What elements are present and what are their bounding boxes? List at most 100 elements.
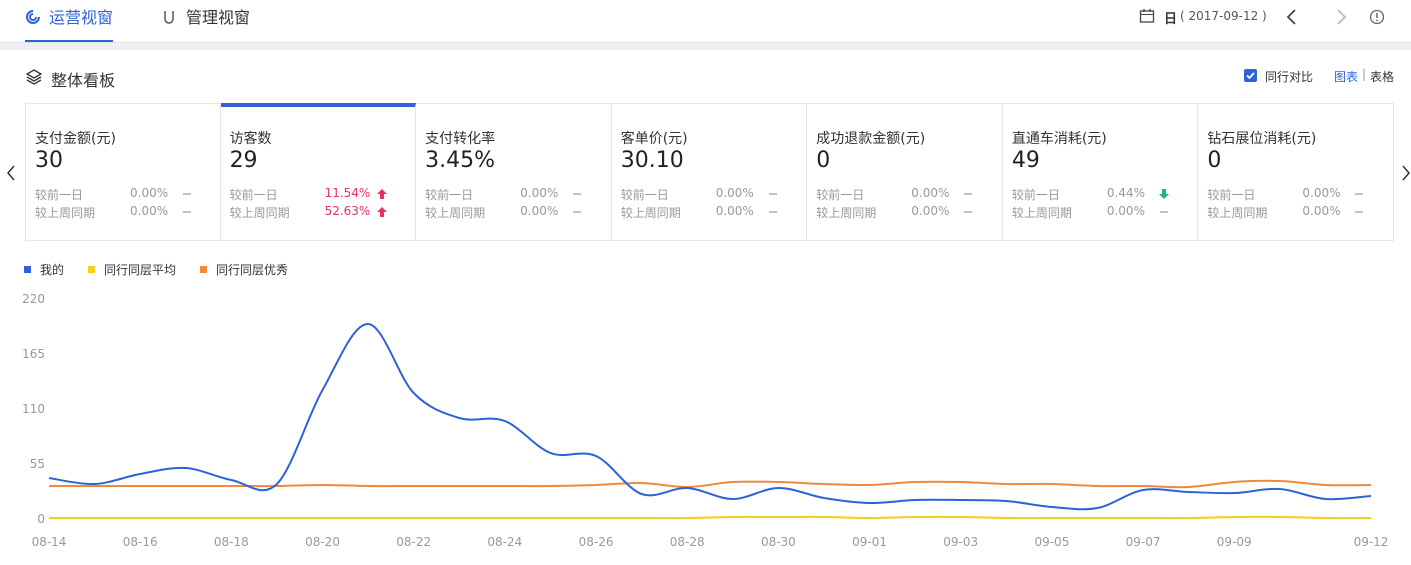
kpi-card: 客单价(元) 30.10 较前一日 0.00% 较上周同期 0.00% [611, 103, 808, 241]
card-value: 30.10 [620, 148, 684, 173]
x-tick-label: 08-20 [305, 535, 340, 549]
compare-checkbox[interactable] [1244, 69, 1257, 82]
compare-label: 较上周同期 [229, 206, 290, 220]
compare-pct: 0.00% [520, 186, 559, 200]
compare-label: 较前一日 [229, 188, 278, 202]
kpi-card: 成功退款金额(元) 0 较前一日 0.00% 较上周同期 0.00% [807, 103, 1003, 241]
prev-day[interactable] [1284, 8, 1300, 26]
y-tick-label: 0 [37, 512, 45, 526]
compare-label: 较前一日 [620, 188, 669, 202]
kpi-card: 支付金额(元) 30 较前一日 0.00% 较上周同期 0.00% [25, 103, 221, 241]
x-tick-label: 09-09 [1217, 535, 1252, 549]
cards-next[interactable] [1400, 163, 1411, 183]
date-value: ( 2017-09-12 ) [1180, 9, 1267, 23]
compare-pct: 0.44% [1106, 186, 1145, 200]
x-tick-label: 08-22 [396, 535, 431, 549]
tab-icon [164, 11, 174, 24]
compare-row: 较前一日 0.00% [1207, 186, 1377, 204]
view-toggle[interactable]: 图表 [1334, 70, 1359, 84]
compare-row: 较前一日 0.00% [816, 186, 986, 204]
compare-pct: 0.00% [1302, 186, 1341, 200]
layers-icon [25, 69, 43, 85]
x-tick-label: 09-07 [1126, 535, 1161, 549]
compare-row: 较上周同期 0.00% [1207, 204, 1377, 222]
card-value: 0 [1207, 148, 1222, 173]
legend-label: 我的 [40, 262, 64, 277]
compare-row: 较上周同期 0.00% [816, 204, 986, 222]
compare-pct: 0.00% [1106, 204, 1145, 218]
compare-label: 较前一日 [425, 188, 474, 202]
compare-label: 较前一日 [816, 188, 865, 202]
tab[interactable]: 管理视窗 [162, 0, 262, 42]
y-tick-label: 165 [22, 347, 45, 361]
compare-label: 较上周同期 [425, 206, 486, 220]
x-tick-label: 08-26 [579, 535, 614, 549]
x-tick-label: 08-30 [761, 535, 796, 549]
date-unit: 日 [1164, 12, 1178, 27]
separator: | [1362, 67, 1367, 81]
compare-row: 较前一日 0.44% [1012, 186, 1182, 204]
series-line [49, 515, 1372, 520]
compare-row: 较上周同期 52.63% [230, 204, 400, 222]
compare-label: 较前一日 [1011, 188, 1060, 202]
compare-label: 较上周同期 [35, 206, 96, 220]
tab[interactable]: 运营视窗 [25, 0, 113, 42]
y-tick-label: 220 [22, 292, 45, 306]
kpi-card: 直通车消耗(元) 49 较前一日 0.44% 较上周同期 0.00% [1002, 103, 1199, 241]
compare-pct: 0.00% [911, 204, 950, 218]
compare-row: 较前一日 0.00% [621, 186, 791, 204]
y-tick-label: 55 [30, 457, 45, 471]
x-tick-label: 08-24 [487, 535, 522, 549]
compare-label: 较上周同期 [1011, 206, 1072, 220]
card-title: 钻石展位消耗(元) [1207, 131, 1317, 147]
card-value: 3.45% [425, 148, 496, 173]
compare-label: 较前一日 [35, 188, 84, 202]
tab-label: 运营视窗 [49, 8, 114, 27]
x-tick-label: 08-16 [123, 535, 158, 549]
view-toggle[interactable]: 表格 [1370, 70, 1395, 84]
x-tick-label: 08-18 [214, 535, 249, 549]
compare-row: 较上周同期 0.00% [1012, 204, 1182, 222]
compare-label: 较前一日 [1207, 188, 1256, 202]
cards-prev[interactable] [4, 163, 18, 183]
compare-pct: 0.00% [130, 186, 169, 200]
compare-pct: 0.00% [130, 204, 169, 218]
top-bar: 运营视窗 管理视窗 日 ( 2017-09-12 ) [0, 0, 1411, 42]
x-tick-label: 09-01 [852, 535, 887, 549]
card-title: 支付转化率 [425, 131, 496, 147]
series-line [48, 322, 1372, 511]
tab-icon [26, 10, 40, 24]
legend-label: 同行同层优秀 [216, 263, 288, 277]
next-day[interactable] [1333, 8, 1349, 26]
compare-pct: 52.63% [324, 204, 371, 218]
compare-row: 较前一日 0.00% [425, 186, 595, 204]
chart: 0 55 110 165 220 08-14 08-16 08-18 08-20 08-22 08-… [22, 262, 1389, 549]
card-title: 访客数 [229, 131, 272, 147]
compare-pct: 0.00% [715, 186, 754, 200]
card-value: 29 [229, 148, 258, 173]
card-value: 49 [1011, 148, 1040, 173]
compare-row: 较前一日 0.00% [35, 186, 205, 204]
x-tick-label: 09-12 [1354, 535, 1389, 549]
kpi-card[interactable]: 访客数 29 较前一日 11.54% 较上周同期 52.63% [220, 103, 417, 241]
card-title: 成功退款金额(元) [816, 131, 926, 147]
x-tick-label: 08-28 [670, 535, 705, 549]
card-value: 30 [35, 148, 63, 173]
kpi-card: 支付转化率 3.45% 较前一日 0.00% 较上周同期 0.00% [416, 103, 612, 241]
compare-pct: 0.00% [911, 186, 950, 200]
card-title: 客单价(元) [620, 131, 688, 147]
card-title: 直通车消耗(元) [1011, 131, 1107, 147]
card-value: 0 [816, 148, 831, 173]
calendar-icon[interactable] [1139, 8, 1155, 24]
compare-row: 较前一日 11.54% [230, 186, 400, 204]
legend-label: 同行同层平均 [104, 263, 176, 277]
compare-label: 较上周同期 [816, 206, 877, 220]
info-icon[interactable] [1369, 9, 1385, 25]
compare-label: 同行对比 [1265, 70, 1314, 84]
compare-pct: 0.00% [715, 204, 754, 218]
kpi-card: 钻石展位消耗(元) 0 较前一日 0.00% 较上周同期 0.00% [1198, 103, 1394, 241]
compare-label: 较上周同期 [1207, 206, 1268, 220]
legend-swatch [24, 266, 31, 273]
x-tick-label: 09-03 [943, 535, 978, 549]
